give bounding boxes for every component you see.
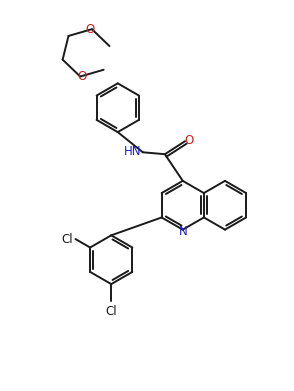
Text: O: O xyxy=(86,23,95,36)
Text: HN: HN xyxy=(124,145,141,158)
Text: O: O xyxy=(184,134,193,147)
Text: Cl: Cl xyxy=(106,305,117,318)
Text: O: O xyxy=(77,70,86,83)
Text: Cl: Cl xyxy=(61,233,73,246)
Text: N: N xyxy=(178,225,187,238)
